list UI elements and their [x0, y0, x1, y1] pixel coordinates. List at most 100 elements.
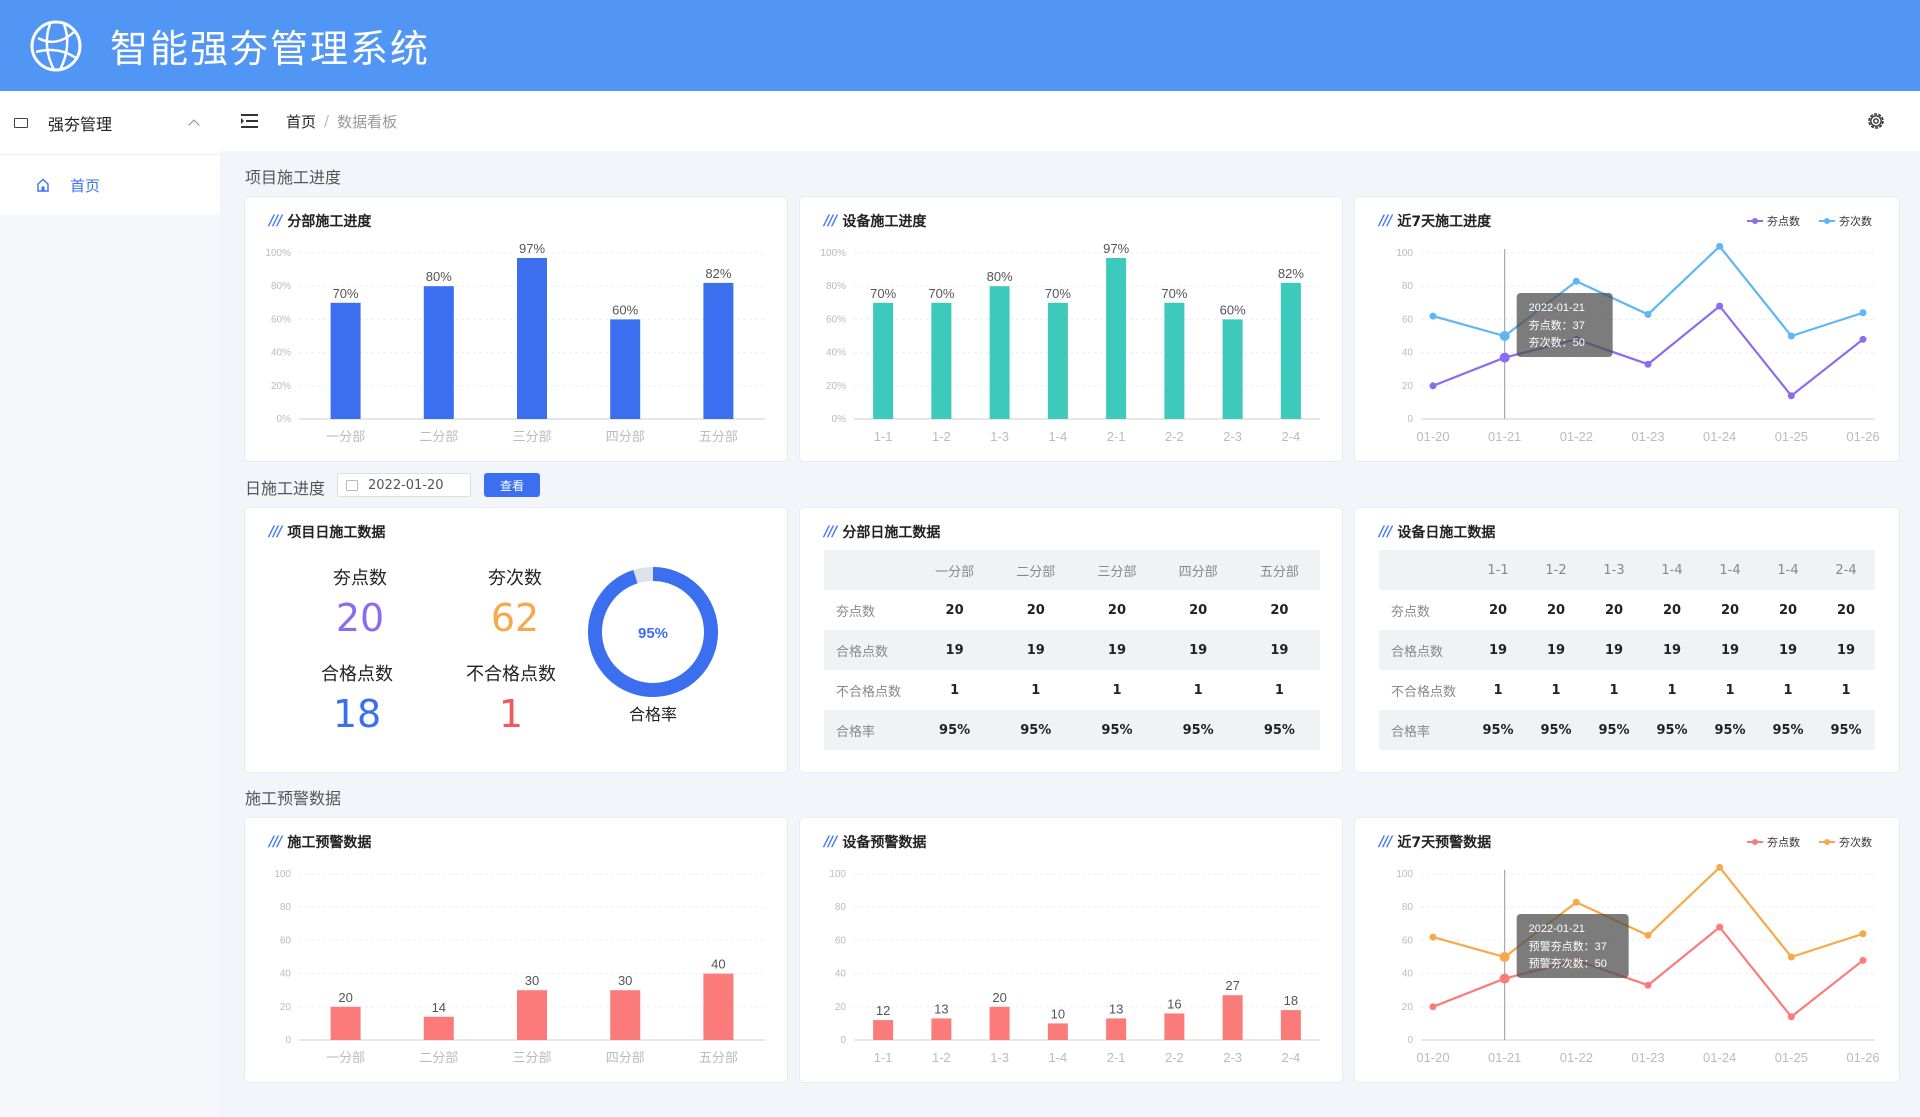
donut-arc — [588, 567, 718, 697]
bar-value-label: 30 — [618, 973, 632, 988]
data-point[interactable] — [1716, 923, 1724, 931]
table-cell: 95% — [1540, 722, 1572, 738]
data-point[interactable] — [1787, 392, 1795, 400]
y-tick-label: 80% — [271, 281, 291, 292]
data-point[interactable] — [1787, 332, 1795, 340]
bar[interactable] — [330, 1006, 361, 1040]
bar-value-label: 70% — [1161, 286, 1187, 301]
bar[interactable] — [1222, 995, 1243, 1040]
y-tick-label: 40 — [1402, 969, 1414, 980]
title-slashes-icon: /// — [824, 213, 837, 229]
data-point[interactable] — [1499, 331, 1510, 341]
x-tick-label: 1-1 — [874, 429, 893, 444]
data-point[interactable] — [1716, 302, 1724, 310]
data-point[interactable] — [1787, 953, 1795, 961]
table-cell: 1 — [1193, 682, 1203, 698]
data-point[interactable] — [1499, 952, 1510, 962]
data-point[interactable] — [1859, 335, 1867, 343]
legend-label[interactable]: 夯次数 — [1839, 835, 1872, 849]
bar[interactable] — [703, 282, 734, 419]
sidebar-group-rammed[interactable]: 强夯管理 — [0, 91, 220, 155]
bar-value-label: 10 — [1051, 1006, 1065, 1021]
bar[interactable] — [610, 319, 641, 419]
donut-value: 95% — [638, 625, 668, 642]
bar[interactable] — [1280, 282, 1301, 419]
bar[interactable] — [1222, 319, 1243, 419]
data-point[interactable] — [1572, 277, 1580, 285]
card-title: 施工预警数据 — [287, 835, 372, 851]
bar[interactable] — [423, 1016, 454, 1040]
gear-icon[interactable] — [1866, 111, 1886, 131]
title-slashes-icon: /// — [269, 834, 282, 850]
bar[interactable] — [1047, 1023, 1068, 1040]
view-button[interactable]: 查看 — [484, 473, 540, 497]
data-point[interactable] — [1787, 1013, 1795, 1021]
data-point[interactable] — [1499, 352, 1510, 363]
bar[interactable] — [931, 1018, 952, 1040]
table-cell: 20 — [1107, 602, 1127, 618]
y-tick-label: 20 — [1402, 381, 1414, 392]
legend-label[interactable]: 夯点数 — [1767, 215, 1800, 228]
data-point[interactable] — [1716, 863, 1724, 871]
y-tick-label: 80 — [280, 902, 292, 913]
data-point[interactable] — [1644, 360, 1652, 368]
bar[interactable] — [873, 302, 894, 419]
bar[interactable] — [423, 286, 454, 419]
bar[interactable] — [873, 1020, 894, 1040]
bar[interactable] — [1047, 302, 1068, 419]
data-point[interactable] — [1572, 898, 1580, 906]
table-cell: 1 — [1725, 682, 1735, 698]
division-daily-table: 一分部 二分部 三分部 四分部 五分部 夯点数 20 20 20 20 20 合格点数 19 19 19 19… — [824, 550, 1320, 750]
table-cell: 20 — [945, 602, 964, 618]
sidebar-item-home[interactable]: 首页 — [0, 155, 220, 215]
breadcrumb-home[interactable]: 首页 — [286, 112, 317, 131]
bar[interactable] — [610, 990, 641, 1040]
legend-marker — [1824, 218, 1830, 224]
table-cell: 19 — [1778, 642, 1798, 658]
bar[interactable] — [517, 990, 547, 1040]
data-point[interactable] — [1644, 310, 1652, 318]
row-label: 不合格点数 — [1391, 684, 1457, 700]
bar[interactable] — [989, 1006, 1010, 1040]
legend-label[interactable]: 夯点数 — [1767, 836, 1800, 849]
breadcrumb-separator: / — [324, 112, 330, 130]
card-title: 项目日施工数据 — [287, 525, 386, 541]
data-point[interactable] — [1644, 931, 1652, 939]
bar[interactable] — [330, 302, 361, 419]
bar-value-label: 82% — [1278, 266, 1304, 281]
row-label: 夯点数 — [1391, 604, 1431, 620]
bar[interactable] — [1106, 1018, 1127, 1040]
data-point[interactable] — [1644, 981, 1652, 989]
bar[interactable] — [931, 302, 952, 419]
legend-label[interactable]: 夯次数 — [1839, 214, 1872, 228]
bar[interactable] — [1164, 1013, 1185, 1040]
division-daily-card: /// 分部日施工数据 一分部 二分部 三分部 四分部 五分部 夯点数 20 20 20 20 20 合… — [800, 508, 1342, 772]
data-point[interactable] — [1859, 930, 1867, 938]
y-tick-label: 100 — [1396, 248, 1413, 259]
data-point[interactable] — [1499, 973, 1510, 984]
x-tick-label: 01-23 — [1631, 429, 1664, 444]
bar[interactable] — [517, 257, 547, 419]
menu-fold-icon[interactable] — [240, 111, 260, 131]
x-tick-label: 2-4 — [1281, 1050, 1300, 1065]
bar[interactable] — [1164, 302, 1185, 419]
data-point[interactable] — [1429, 933, 1437, 941]
table-cell: 19 — [1488, 642, 1508, 658]
data-point[interactable] — [1716, 242, 1724, 250]
data-point[interactable] — [1859, 956, 1867, 964]
date-picker[interactable]: 2022-01-20 — [337, 473, 471, 497]
column-header: 一分部 — [935, 564, 975, 580]
bar[interactable] — [989, 286, 1010, 419]
project-daily-card: /// 项目日施工数据 夯点数 20 夯次数 62 合格点数 18 不合格点数 1… — [245, 508, 787, 772]
bar[interactable] — [703, 973, 734, 1040]
legend-marker — [1752, 839, 1758, 845]
bar[interactable] — [1280, 1010, 1301, 1040]
row-label: 夯点数 — [836, 604, 876, 620]
data-point[interactable] — [1429, 382, 1437, 390]
data-point[interactable] — [1429, 312, 1437, 320]
stat-ram-times: 夯次数 62 — [445, 564, 585, 640]
data-point[interactable] — [1429, 1003, 1437, 1011]
data-point[interactable] — [1859, 309, 1867, 317]
x-tick-label: 1-3 — [990, 429, 1009, 444]
bar[interactable] — [1106, 257, 1127, 419]
